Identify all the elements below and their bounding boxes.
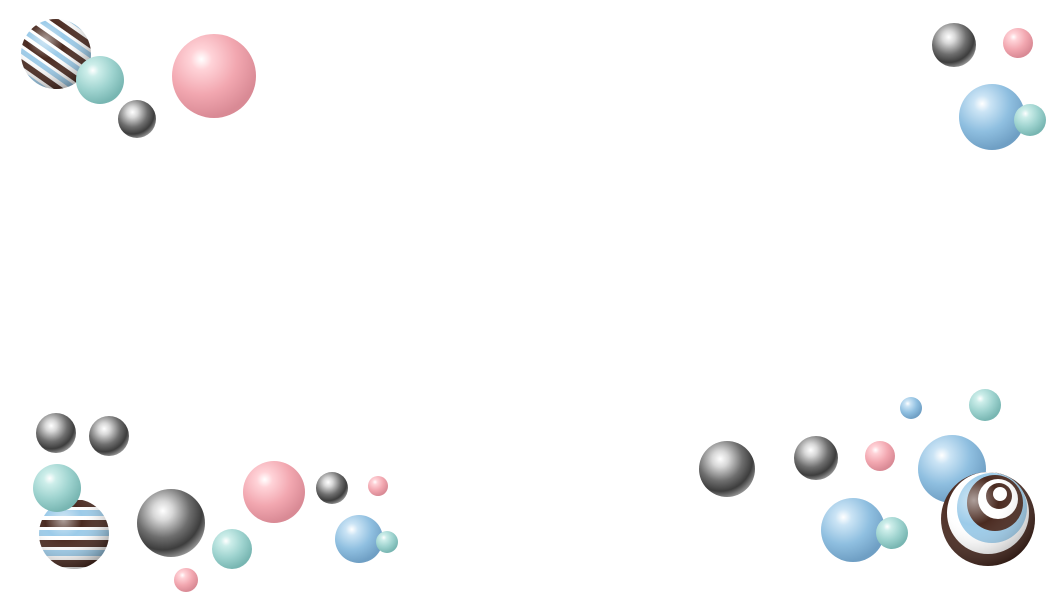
blue-sphere	[959, 84, 1025, 150]
pink-sphere	[865, 441, 895, 471]
silver-sphere	[932, 23, 976, 67]
mint-sphere	[212, 529, 252, 569]
silver-sphere	[89, 416, 129, 456]
striped-sphere	[39, 499, 109, 569]
blue-sphere	[821, 498, 885, 562]
silver-sphere	[316, 472, 348, 504]
blue-sphere	[335, 515, 383, 563]
pink-sphere	[243, 461, 305, 523]
mint-sphere	[376, 531, 398, 553]
top-right-cluster	[932, 23, 1046, 150]
striped-sphere	[21, 19, 91, 89]
pink-sphere	[174, 568, 198, 592]
top-left-cluster	[21, 19, 256, 138]
bottom-right-cluster	[699, 389, 1035, 566]
pink-sphere	[368, 476, 388, 496]
mint-sphere	[33, 464, 81, 512]
mint-sphere	[876, 517, 908, 549]
mint-sphere	[76, 56, 124, 104]
mint-sphere	[1014, 104, 1046, 136]
silver-sphere	[36, 413, 76, 453]
pink-sphere	[1003, 28, 1033, 58]
blue-sphere	[900, 397, 922, 419]
silver-sphere	[137, 489, 205, 557]
pink-sphere	[172, 34, 256, 118]
bottom-left-cluster	[33, 413, 398, 592]
silver-sphere	[118, 100, 156, 138]
silver-sphere	[699, 441, 755, 497]
mint-sphere	[969, 389, 1001, 421]
striped-target-sphere	[941, 472, 1035, 566]
silver-sphere	[794, 436, 838, 480]
